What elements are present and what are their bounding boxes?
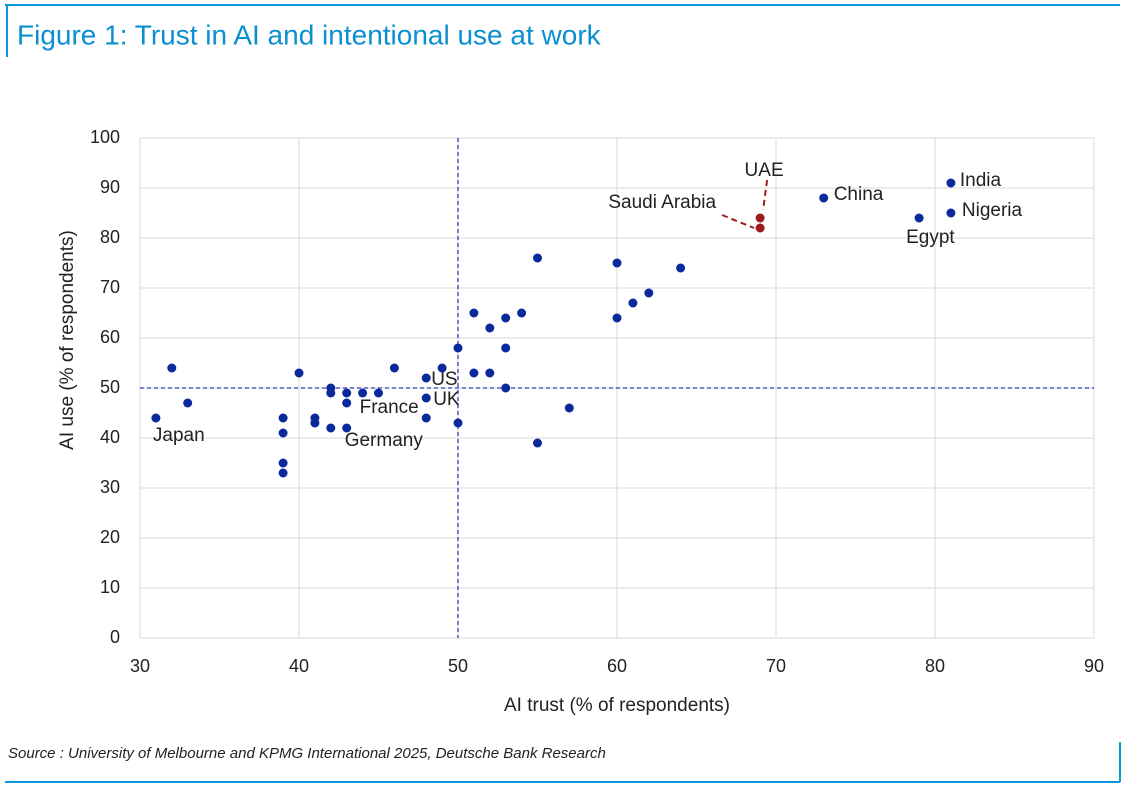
y-tick-label: 20 — [100, 527, 120, 547]
data-point — [485, 323, 495, 333]
leader-line — [721, 214, 755, 229]
x-tick-label: 90 — [1084, 656, 1104, 676]
data-point — [533, 438, 542, 448]
data-point — [278, 458, 288, 468]
x-tick-label: 80 — [925, 656, 945, 676]
data-point — [326, 388, 336, 398]
data-point — [501, 343, 511, 353]
data-point — [533, 253, 542, 263]
y-tick-label: 80 — [100, 227, 120, 247]
x-tick-label: 50 — [448, 656, 468, 676]
x-tick-label: 30 — [130, 656, 150, 676]
data-point — [755, 213, 765, 223]
data-point — [294, 368, 304, 378]
data-point — [183, 398, 193, 408]
point-label: Egypt — [906, 227, 955, 248]
x-tick-label: 60 — [607, 656, 627, 676]
point-label: UAE — [745, 160, 784, 181]
data-point — [342, 398, 352, 408]
y-tick-label: 50 — [100, 377, 120, 397]
data-point — [278, 468, 288, 478]
data-point — [453, 418, 463, 428]
data-point — [914, 213, 924, 223]
point-label: US — [431, 369, 457, 390]
data-point — [628, 298, 638, 308]
data-point — [310, 418, 320, 428]
data-point — [676, 263, 686, 273]
chart-title: Figure 1: Trust in AI and intentional us… — [17, 19, 602, 50]
data-point — [374, 388, 383, 398]
data-point — [612, 258, 622, 268]
y-tick-label: 30 — [100, 477, 120, 497]
data-point — [564, 403, 574, 413]
y-axis-label: AI use (% of respondents) — [57, 230, 78, 450]
plot-area: 0 10 20 30 40 50 60 70 80 90 100 30 40 50 60 70 80 90 Japa… — [90, 127, 1104, 676]
data-point — [151, 413, 161, 423]
point-label: UK — [433, 389, 460, 410]
x-tick-label: 70 — [766, 656, 786, 676]
data-point — [437, 363, 447, 373]
data-point — [278, 428, 288, 438]
data-point — [421, 373, 431, 383]
y-tick-label: 90 — [100, 177, 120, 197]
data-point — [278, 413, 288, 423]
data-point — [469, 308, 479, 318]
x-axis-label: AI trust (% of respondents) — [504, 695, 730, 716]
point-label: India — [960, 170, 1002, 191]
data-point — [644, 288, 654, 298]
source-note: Source : University of Melbourne and KPM… — [8, 745, 606, 762]
point-label: Nigeria — [962, 200, 1023, 221]
y-tick-label: 0 — [110, 627, 120, 647]
data-point — [946, 208, 956, 218]
data-point — [342, 388, 352, 398]
y-tick-label: 10 — [100, 577, 120, 597]
data-point — [469, 368, 479, 378]
x-tick-label: 40 — [289, 656, 309, 676]
data-point — [342, 423, 352, 433]
y-tick-label: 70 — [100, 277, 120, 297]
data-point — [453, 343, 463, 353]
data-point — [946, 178, 956, 188]
leader-line — [762, 179, 769, 211]
data-point — [819, 193, 829, 203]
point-label: Japan — [153, 425, 205, 446]
data-point — [612, 313, 622, 323]
data-point — [421, 393, 431, 403]
y-tick-label: 100 — [90, 127, 120, 147]
point-label: Germany — [345, 430, 424, 451]
data-point — [755, 223, 765, 233]
data-point — [421, 413, 431, 423]
data-point — [389, 363, 399, 373]
data-point — [167, 363, 177, 373]
data-point — [326, 423, 336, 433]
data-point — [358, 388, 368, 398]
data-point — [501, 313, 511, 323]
data-point — [501, 383, 511, 393]
y-tick-label: 60 — [100, 327, 120, 347]
point-label: China — [834, 184, 884, 205]
data-point — [485, 368, 495, 378]
point-label: Saudi Arabia — [608, 192, 716, 213]
data-point — [517, 308, 527, 318]
y-tick-label: 40 — [100, 427, 120, 447]
point-label: France — [360, 397, 419, 418]
